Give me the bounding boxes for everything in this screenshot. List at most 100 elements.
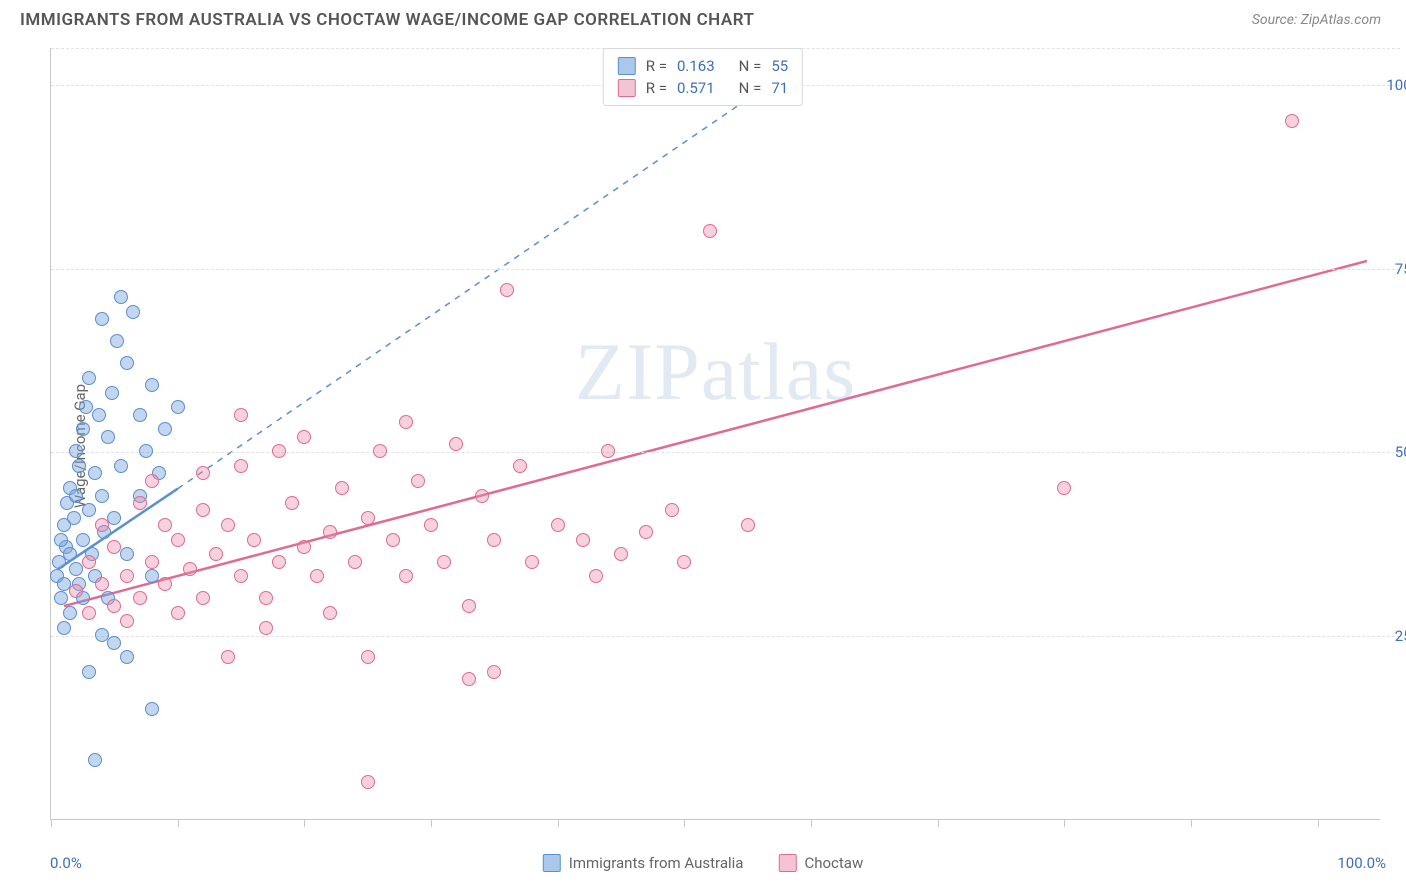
scatter-point bbox=[1285, 114, 1299, 128]
x-tick bbox=[431, 819, 432, 827]
scatter-point bbox=[424, 518, 438, 532]
scatter-point bbox=[133, 591, 147, 605]
scatter-point bbox=[72, 459, 86, 473]
stats-r-value: 0.571 bbox=[677, 79, 715, 97]
scatter-point bbox=[158, 577, 172, 591]
trend-lines-svg bbox=[51, 48, 1380, 819]
x-tick bbox=[558, 819, 559, 827]
scatter-point bbox=[171, 606, 185, 620]
scatter-point bbox=[95, 518, 109, 532]
scatter-point bbox=[234, 569, 248, 583]
scatter-point bbox=[196, 591, 210, 605]
scatter-point bbox=[120, 356, 134, 370]
scatter-point bbox=[82, 371, 96, 385]
gridline bbox=[51, 269, 1400, 270]
scatter-point bbox=[133, 496, 147, 510]
y-tick-label: 100.0% bbox=[1386, 76, 1406, 94]
scatter-point bbox=[386, 533, 400, 547]
source-label: Source: ZipAtlas.com bbox=[1252, 12, 1381, 28]
scatter-point bbox=[114, 290, 128, 304]
scatter-point bbox=[183, 562, 197, 576]
scatter-point bbox=[82, 503, 96, 517]
scatter-point bbox=[171, 400, 185, 414]
x-tick bbox=[1318, 819, 1319, 827]
scatter-point bbox=[107, 599, 121, 613]
stats-n-label: N = bbox=[739, 57, 762, 75]
scatter-point bbox=[525, 555, 539, 569]
scatter-point bbox=[677, 555, 691, 569]
scatter-point bbox=[145, 555, 159, 569]
scatter-point bbox=[76, 422, 90, 436]
scatter-point bbox=[107, 540, 121, 554]
legend-swatch bbox=[778, 854, 796, 872]
scatter-point bbox=[139, 444, 153, 458]
scatter-point bbox=[88, 466, 102, 480]
scatter-point bbox=[272, 555, 286, 569]
scatter-point bbox=[145, 702, 159, 716]
stats-swatch bbox=[618, 79, 636, 97]
scatter-point bbox=[82, 665, 96, 679]
scatter-point bbox=[107, 636, 121, 650]
chart-container: IMMIGRANTS FROM AUSTRALIA VS CHOCTAW WAG… bbox=[0, 0, 1406, 892]
scatter-point bbox=[513, 459, 527, 473]
x-tick bbox=[684, 819, 685, 827]
trend-line-extrapolated bbox=[178, 99, 747, 488]
legend-swatch bbox=[543, 854, 561, 872]
scatter-point bbox=[348, 555, 362, 569]
scatter-point bbox=[120, 650, 134, 664]
scatter-point bbox=[196, 503, 210, 517]
scatter-point bbox=[221, 650, 235, 664]
scatter-point bbox=[703, 224, 717, 238]
scatter-point bbox=[247, 533, 261, 547]
scatter-point bbox=[120, 614, 134, 628]
scatter-point bbox=[323, 525, 337, 539]
scatter-point bbox=[82, 606, 96, 620]
scatter-point bbox=[462, 599, 476, 613]
x-tick bbox=[1064, 819, 1065, 827]
stats-n-label: N = bbox=[739, 79, 762, 97]
scatter-point bbox=[221, 518, 235, 532]
scatter-point bbox=[234, 408, 248, 422]
x-axis-min-label: 0.0% bbox=[50, 854, 82, 872]
scatter-point bbox=[95, 489, 109, 503]
scatter-point bbox=[92, 408, 106, 422]
scatter-point bbox=[462, 672, 476, 686]
chart-title: IMMIGRANTS FROM AUSTRALIA VS CHOCTAW WAG… bbox=[20, 10, 754, 30]
gridline bbox=[51, 636, 1400, 637]
scatter-point bbox=[272, 444, 286, 458]
x-tick bbox=[304, 819, 305, 827]
scatter-point bbox=[487, 665, 501, 679]
correlation-stats-box: R =0.163N =55R =0.571N =71 bbox=[603, 48, 803, 106]
scatter-point bbox=[145, 378, 159, 392]
scatter-point bbox=[323, 606, 337, 620]
plot-area: ZIPatlas 25.0%50.0%75.0%100.0% bbox=[50, 48, 1380, 820]
stats-r-label: R = bbox=[646, 57, 667, 75]
stats-r-label: R = bbox=[646, 79, 667, 97]
scatter-point bbox=[373, 444, 387, 458]
scatter-point bbox=[82, 555, 96, 569]
scatter-point bbox=[361, 650, 375, 664]
legend-item: Choctaw bbox=[778, 854, 863, 872]
scatter-point bbox=[361, 775, 375, 789]
scatter-point bbox=[361, 511, 375, 525]
scatter-point bbox=[110, 334, 124, 348]
scatter-point bbox=[614, 547, 628, 561]
scatter-point bbox=[69, 444, 83, 458]
scatter-point bbox=[69, 584, 83, 598]
scatter-point bbox=[54, 533, 68, 547]
scatter-point bbox=[158, 518, 172, 532]
scatter-point bbox=[601, 444, 615, 458]
scatter-point bbox=[449, 437, 463, 451]
scatter-point bbox=[105, 386, 119, 400]
stats-r-value: 0.163 bbox=[677, 57, 715, 75]
scatter-point bbox=[126, 305, 140, 319]
stats-row: R =0.163N =55 bbox=[618, 55, 788, 77]
scatter-point bbox=[171, 533, 185, 547]
scatter-point bbox=[500, 283, 514, 297]
scatter-point bbox=[576, 533, 590, 547]
scatter-point bbox=[133, 408, 147, 422]
scatter-point bbox=[551, 518, 565, 532]
scatter-point bbox=[101, 430, 115, 444]
scatter-point bbox=[57, 621, 71, 635]
scatter-point bbox=[411, 474, 425, 488]
